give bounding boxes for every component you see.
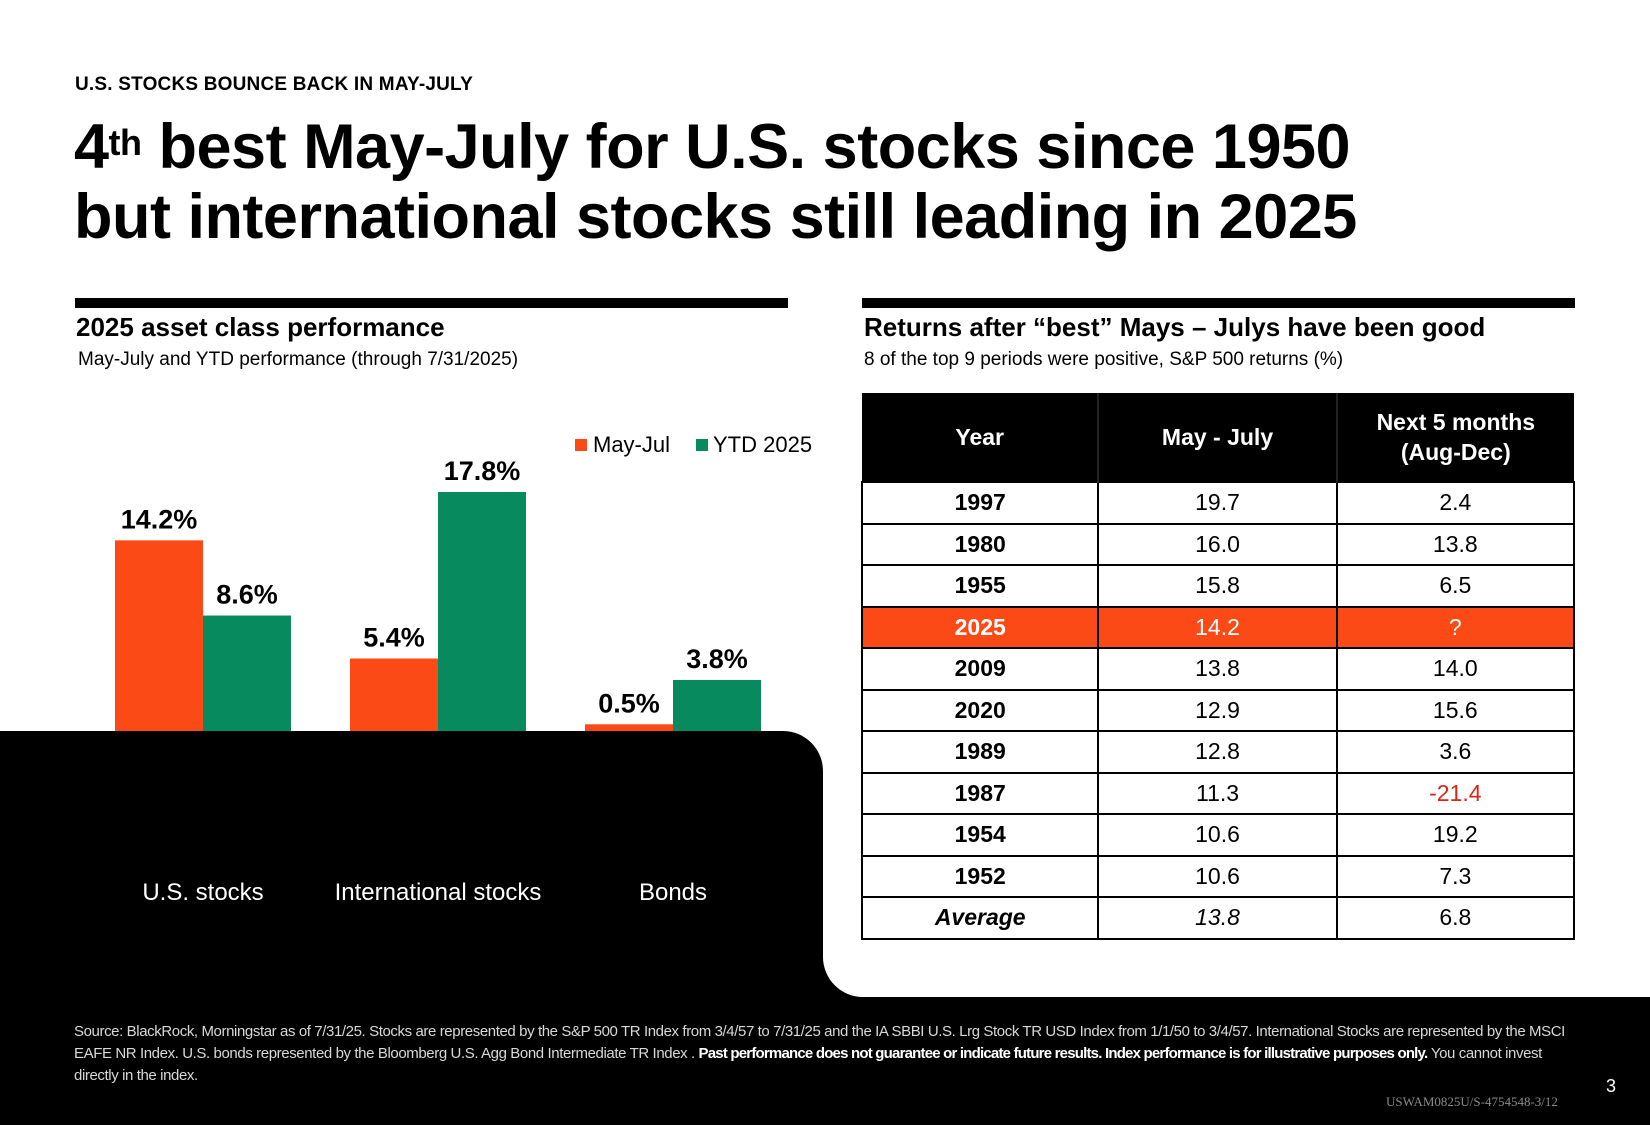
table-row: 1989 12.8 3.6 bbox=[860, 730, 1576, 774]
year-cell: 1980 bbox=[860, 522, 1100, 566]
may-july-cell: 15.8 bbox=[1097, 564, 1338, 608]
year-cell: 1954 bbox=[860, 813, 1100, 857]
next-5-months-cell: 19.2 bbox=[1335, 813, 1576, 857]
may-july-cell: 13.8 bbox=[1097, 647, 1338, 691]
year-cell: 2025 bbox=[860, 605, 1100, 649]
chart-legend: May-Jul YTD 2025 bbox=[575, 432, 812, 457]
may-july-cell: 12.9 bbox=[1097, 688, 1338, 732]
chart-title: 2025 asset class performance bbox=[76, 312, 445, 342]
bar-ytd-2025-bonds bbox=[673, 679, 761, 731]
table-title: Returns after “best” Mays – Julys have b… bbox=[864, 312, 1486, 342]
legend-label-may-jul: May-Jul bbox=[593, 432, 670, 457]
bar-chart: May-Jul YTD 2025 14.2% 8.6% U.S. stocks 5.4… bbox=[115, 432, 812, 906]
table-row: 1952 10.6 7.3 bbox=[860, 854, 1576, 898]
headline-line1: best May-July for U.S. stocks since 1950 bbox=[141, 112, 1351, 182]
year-cell: 1955 bbox=[860, 564, 1100, 608]
table-row: 2025 14.2? bbox=[860, 605, 1576, 649]
data-label: 3.8% bbox=[686, 644, 748, 674]
headline-number: 4 bbox=[74, 112, 109, 182]
table-row: 2009 13.8 14.0 bbox=[860, 647, 1576, 691]
may-july-cell: 10.6 bbox=[1097, 854, 1338, 898]
headline-line2: but international stocks still leading i… bbox=[74, 182, 1357, 252]
left-section-rule bbox=[75, 298, 788, 308]
legend-swatch-ytd bbox=[696, 439, 708, 451]
may-july-cell: 16.0 bbox=[1097, 522, 1338, 566]
bar-may-jul-u-s-stocks bbox=[115, 540, 203, 731]
page-number: 3 bbox=[1606, 1076, 1617, 1096]
header-year: Year bbox=[862, 393, 1099, 482]
may-july-cell: 11.3 bbox=[1097, 771, 1338, 815]
right-section-rule bbox=[862, 298, 1575, 308]
bar-ytd-2025-international-stocks bbox=[438, 492, 526, 731]
page-headline: 4th best May-July for U.S. stocks since … bbox=[74, 112, 1357, 252]
chart-subtitle: May-July and YTD performance (through 7/… bbox=[78, 349, 519, 370]
next-5-months-cell: 6.8 bbox=[1335, 896, 1576, 940]
data-label: 0.5% bbox=[598, 688, 660, 718]
eyebrow-label: U.S. STOCKS BOUNCE BACK IN MAY-JULY bbox=[75, 74, 473, 95]
category-label: Bonds bbox=[639, 879, 707, 906]
legend-label-ytd: YTD 2025 bbox=[713, 432, 812, 457]
may-july-cell: 19.7 bbox=[1097, 481, 1338, 525]
year-cell: 1952 bbox=[860, 854, 1100, 898]
next-5-months-cell: 14.0 bbox=[1335, 647, 1576, 691]
data-label: 14.2% bbox=[121, 504, 198, 534]
bar-ytd-2025-u-s-stocks bbox=[203, 615, 291, 731]
table-row: 1955 15.8 6.5 bbox=[860, 564, 1576, 608]
year-cell: 1997 bbox=[860, 481, 1100, 525]
next-5-months-cell: 2.4 bbox=[1335, 481, 1576, 525]
next-5-months-cell: 15.6 bbox=[1335, 688, 1576, 732]
bar-may-jul-international-stocks bbox=[350, 658, 438, 731]
data-label: 8.6% bbox=[216, 580, 278, 610]
year-cell: Average bbox=[860, 896, 1100, 940]
header-next-5-months: Next 5 months (Aug-Dec) bbox=[1335, 393, 1574, 482]
data-label: 17.8% bbox=[444, 456, 521, 486]
year-cell: 1989 bbox=[860, 730, 1100, 774]
table-subtitle: 8 of the top 9 periods were positive, S&… bbox=[864, 349, 1344, 370]
category-label: U.S. stocks bbox=[142, 879, 263, 906]
header-may-july: May - July bbox=[1097, 393, 1337, 482]
may-july-cell: 14.2 bbox=[1097, 605, 1338, 649]
chart-panel-corner bbox=[783, 731, 823, 771]
header-next-5-months-line2: (Aug-Dec) bbox=[1400, 439, 1511, 465]
next-5-months-cell: 7.3 bbox=[1335, 854, 1576, 898]
table-row: 1997 19.7 2.4 bbox=[860, 481, 1576, 525]
bar-may-jul-bonds bbox=[585, 724, 673, 731]
next-5-months-cell: ? bbox=[1335, 605, 1576, 649]
next-5-months-cell: 13.8 bbox=[1335, 522, 1576, 566]
headline-superscript: th bbox=[108, 122, 142, 163]
source-footnote: Source: BlackRock, Morningstar as of 7/3… bbox=[74, 1021, 1584, 1087]
year-cell: 2009 bbox=[860, 647, 1100, 691]
footnote-source: Source: BlackRock, Morningstar as of 7/3… bbox=[74, 1023, 1565, 1062]
table-row: 1980 16.0 13.8 bbox=[860, 522, 1576, 566]
may-july-cell: 10.6 bbox=[1097, 813, 1338, 857]
next-5-months-cell: 6.5 bbox=[1335, 564, 1576, 608]
year-cell: 1987 bbox=[860, 771, 1100, 815]
footnote-tail: You cannot invest directly in the index. bbox=[74, 1045, 1542, 1084]
table-row: 1987 11.3 -21.4 bbox=[860, 771, 1576, 815]
table-row: 1954 10.6 19.2 bbox=[860, 813, 1576, 857]
next-5-months-cell: -21.4 bbox=[1335, 771, 1576, 815]
document-code: USWAM0825U/S-4754548-3/12 bbox=[1386, 1094, 1558, 1109]
footnote-disclaimer: Past performance does not guarantee or i… bbox=[698, 1045, 1429, 1062]
table-row-average: Average 13.8 6.8 bbox=[860, 896, 1576, 940]
may-july-cell: 12.8 bbox=[1097, 730, 1338, 774]
may-july-cell: 13.8 bbox=[1097, 896, 1338, 940]
table-header-row: Year May - July Next 5 months (Aug-Dec) bbox=[862, 393, 1574, 482]
category-label: International stocks bbox=[335, 879, 542, 906]
header-next-5-months-line1: Next 5 months bbox=[1376, 409, 1536, 435]
returns-table: Year May - July Next 5 months (Aug-Dec) 1… bbox=[860, 393, 1576, 940]
legend-swatch-may-jul bbox=[575, 439, 587, 451]
table-row: 2020 12.9 15.6 bbox=[860, 688, 1576, 732]
year-cell: 2020 bbox=[860, 688, 1100, 732]
next-5-months-cell: 3.6 bbox=[1335, 730, 1576, 774]
data-label: 5.4% bbox=[363, 622, 425, 652]
